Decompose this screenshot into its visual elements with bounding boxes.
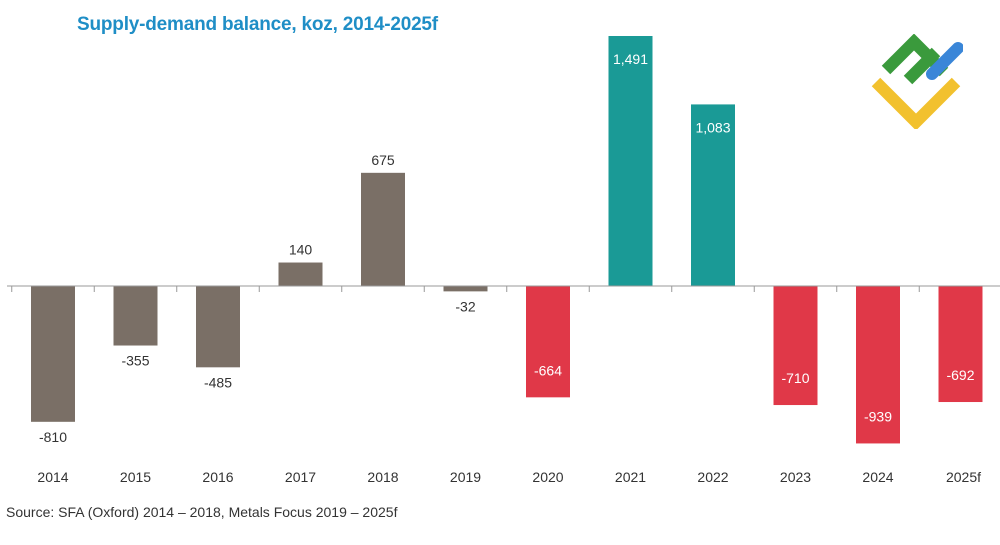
x-tick-label-2017: 2017 xyxy=(285,469,316,485)
x-tick-label-2025f: 2025f xyxy=(946,469,981,485)
bar-2017 xyxy=(278,262,323,286)
data-label-2015: -355 xyxy=(121,353,149,369)
bar-2021 xyxy=(608,36,653,286)
x-tick-label-2019: 2019 xyxy=(450,469,481,485)
data-label-2020: -664 xyxy=(534,362,562,378)
bar-2018 xyxy=(361,172,405,286)
x-tick-label-2016: 2016 xyxy=(202,469,233,485)
x-tick-labels: 2014 2015 2016 2017 2018 2019 2020 2021 2022 2023… xyxy=(37,469,981,485)
bar-2025f xyxy=(938,286,983,403)
brand-logo-icon xyxy=(871,34,963,129)
x-tick-label-2022: 2022 xyxy=(697,469,728,485)
data-label-2018: 675 xyxy=(371,152,395,168)
data-label-2022: 1,083 xyxy=(695,119,730,135)
axis-ticks xyxy=(11,286,920,292)
bar-2023 xyxy=(773,286,818,406)
bar-2019 xyxy=(443,286,488,292)
x-tick-label-2024: 2024 xyxy=(862,469,893,485)
bar-chart: -810 -355 -485 140 675 -32 -664 1,491 1,083 -710 -… xyxy=(7,36,1000,485)
bar-2024 xyxy=(856,286,900,444)
bar-2020 xyxy=(526,286,570,398)
data-label-2019: -32 xyxy=(455,298,475,314)
bar-2022 xyxy=(691,104,735,286)
x-tick-label-2020: 2020 xyxy=(532,469,563,485)
data-label-2024: -939 xyxy=(864,408,892,424)
data-label-2016: -485 xyxy=(204,374,232,390)
bars-group xyxy=(31,36,983,444)
data-label-2014: -810 xyxy=(39,429,67,445)
data-label-2017: 140 xyxy=(289,242,313,258)
x-tick-label-2021: 2021 xyxy=(615,469,646,485)
data-labels-group: -810 -355 -485 140 675 -32 -664 1,491 1,083 -710 -… xyxy=(39,51,975,445)
data-label-2025f: -692 xyxy=(946,367,974,383)
bar-2014 xyxy=(31,286,75,422)
x-tick-label-2015: 2015 xyxy=(120,469,151,485)
data-label-2023: -710 xyxy=(781,370,809,386)
x-tick-label-2018: 2018 xyxy=(367,469,398,485)
bar-2015 xyxy=(113,286,158,346)
chart-title: Supply-demand balance, koz, 2014-2025f xyxy=(77,14,438,35)
source-note: Source: SFA (Oxford) 2014 – 2018, Metals… xyxy=(6,504,398,520)
data-label-2021: 1,491 xyxy=(613,51,648,67)
x-tick-label-2014: 2014 xyxy=(37,469,68,485)
x-tick-label-2023: 2023 xyxy=(780,469,811,485)
bar-2016 xyxy=(196,286,240,368)
